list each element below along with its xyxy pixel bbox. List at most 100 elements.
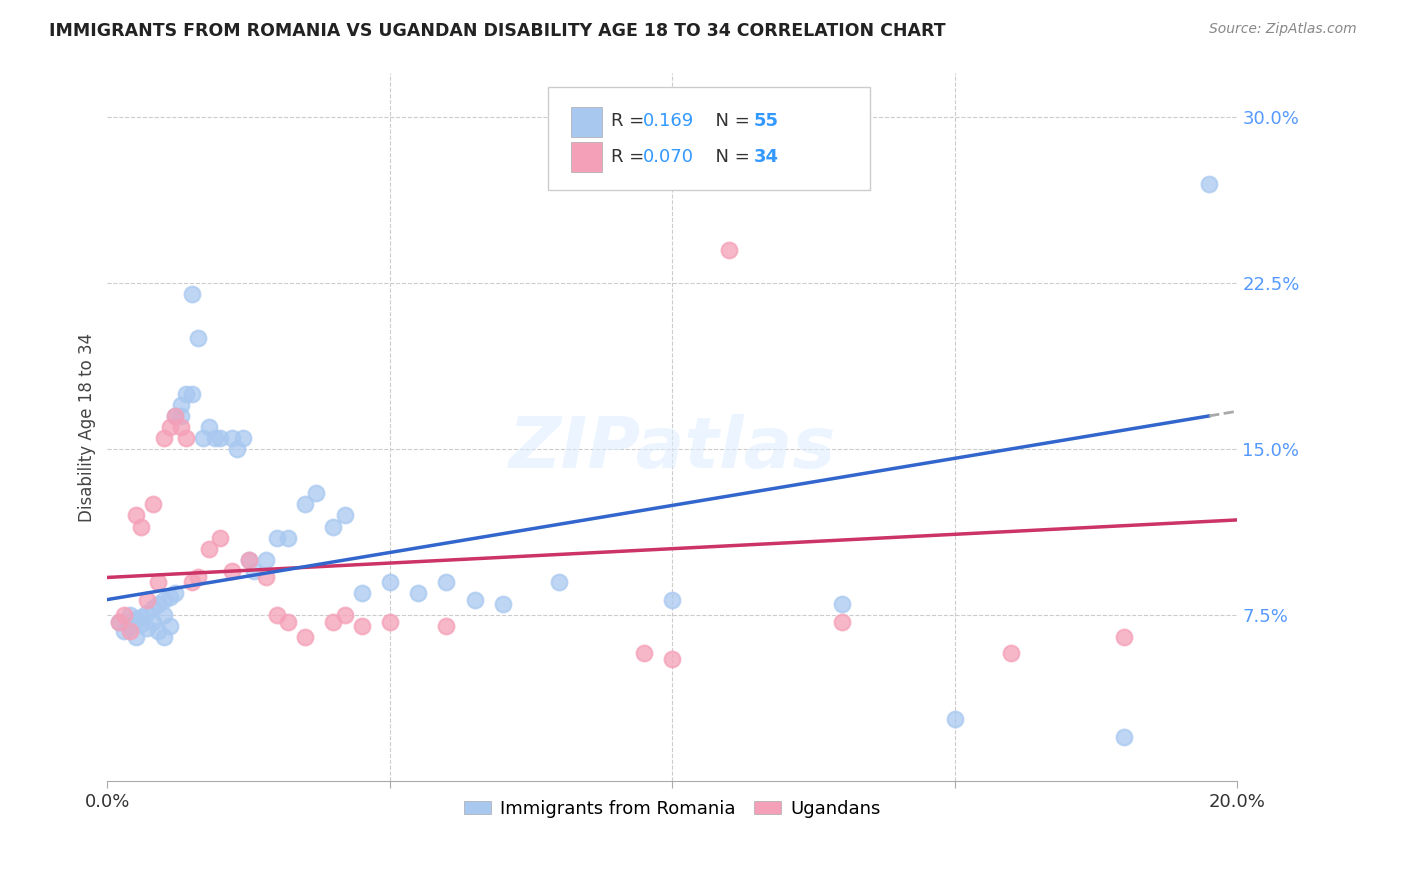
Point — [238, 553, 260, 567]
Point — [170, 409, 193, 423]
Legend: Immigrants from Romania, Ugandans: Immigrants from Romania, Ugandans — [457, 793, 887, 825]
Point — [136, 621, 159, 635]
Point — [378, 615, 401, 629]
Point — [198, 541, 221, 556]
Point — [142, 601, 165, 615]
Point — [124, 630, 146, 644]
Point — [266, 531, 288, 545]
Point — [350, 619, 373, 633]
FancyBboxPatch shape — [571, 107, 602, 136]
Point — [159, 591, 181, 605]
Point — [943, 712, 966, 726]
Point — [165, 409, 187, 423]
Text: 0.169: 0.169 — [643, 112, 695, 130]
Point — [717, 243, 740, 257]
Point — [153, 431, 176, 445]
Text: R =: R = — [612, 112, 651, 130]
Point — [1114, 630, 1136, 644]
FancyBboxPatch shape — [548, 87, 870, 190]
Point — [226, 442, 249, 456]
Point — [159, 619, 181, 633]
Point — [181, 386, 204, 401]
Point — [170, 420, 193, 434]
Text: Source: ZipAtlas.com: Source: ZipAtlas.com — [1209, 22, 1357, 37]
Point — [124, 612, 146, 626]
Point — [243, 564, 266, 578]
Point — [165, 586, 187, 600]
Point — [322, 615, 344, 629]
Point — [548, 574, 571, 589]
Point — [118, 624, 141, 638]
Text: ZIPatlas: ZIPatlas — [509, 414, 837, 483]
Point — [464, 592, 486, 607]
Point — [107, 615, 129, 629]
Point — [153, 592, 176, 607]
Point — [322, 519, 344, 533]
Point — [254, 570, 277, 584]
Point — [661, 652, 683, 666]
Point — [1000, 646, 1022, 660]
Point — [148, 624, 170, 638]
Point — [333, 508, 356, 523]
Point — [1114, 730, 1136, 744]
FancyBboxPatch shape — [571, 143, 602, 172]
Point — [831, 597, 853, 611]
Point — [232, 431, 254, 445]
Point — [333, 608, 356, 623]
Point — [1198, 177, 1220, 191]
Point — [198, 420, 221, 434]
Point — [492, 597, 515, 611]
Point — [633, 646, 655, 660]
Point — [142, 615, 165, 629]
Point — [266, 608, 288, 623]
Point — [181, 574, 204, 589]
Point — [378, 574, 401, 589]
Text: 0.070: 0.070 — [643, 147, 695, 166]
Point — [661, 592, 683, 607]
Text: N =: N = — [704, 147, 755, 166]
Point — [434, 619, 457, 633]
Point — [193, 431, 215, 445]
Point — [187, 570, 209, 584]
Point — [112, 624, 135, 638]
Point — [434, 574, 457, 589]
Text: R =: R = — [612, 147, 651, 166]
Text: 34: 34 — [754, 147, 779, 166]
Point — [112, 608, 135, 623]
Text: 55: 55 — [754, 112, 779, 130]
Point — [305, 486, 328, 500]
Point — [165, 409, 187, 423]
Point — [153, 608, 176, 623]
Point — [142, 498, 165, 512]
Point — [350, 586, 373, 600]
Text: N =: N = — [704, 112, 755, 130]
Point — [277, 615, 299, 629]
Point — [221, 564, 243, 578]
Point — [170, 398, 193, 412]
Point — [204, 431, 226, 445]
Point — [176, 431, 198, 445]
Point — [159, 420, 181, 434]
Point — [148, 574, 170, 589]
Point — [277, 531, 299, 545]
Point — [129, 616, 152, 631]
Point — [136, 592, 159, 607]
Point — [221, 431, 243, 445]
Point — [118, 619, 141, 633]
Point — [176, 386, 198, 401]
Text: IMMIGRANTS FROM ROMANIA VS UGANDAN DISABILITY AGE 18 TO 34 CORRELATION CHART: IMMIGRANTS FROM ROMANIA VS UGANDAN DISAB… — [49, 22, 946, 40]
Point — [294, 630, 316, 644]
Point — [831, 615, 853, 629]
Point — [148, 597, 170, 611]
Point — [181, 287, 204, 301]
Point — [153, 630, 176, 644]
Y-axis label: Disability Age 18 to 34: Disability Age 18 to 34 — [79, 333, 96, 522]
Point — [238, 553, 260, 567]
Point — [118, 608, 141, 623]
Point — [136, 606, 159, 620]
Point — [124, 508, 146, 523]
Point — [107, 615, 129, 629]
Point — [294, 498, 316, 512]
Point — [129, 610, 152, 624]
Point — [209, 431, 232, 445]
